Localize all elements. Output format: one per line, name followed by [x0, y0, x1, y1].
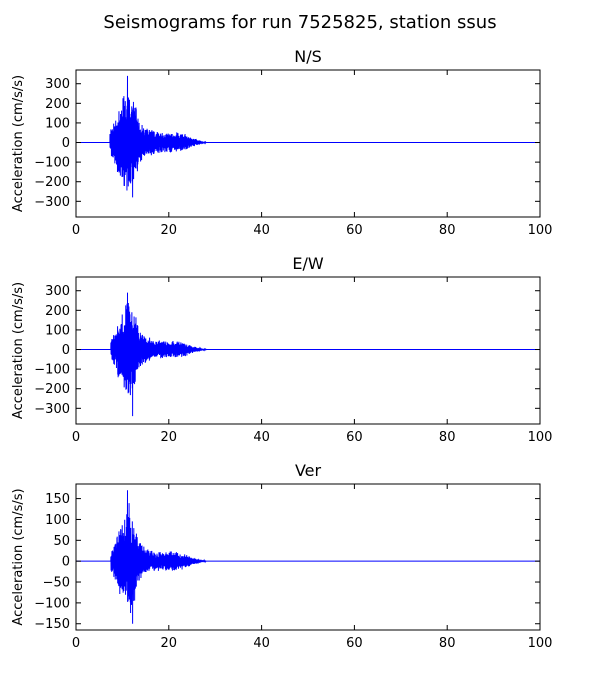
y-tick-label: −300: [34, 402, 70, 417]
panel-title: N/S: [294, 47, 322, 66]
axes-frame: [75, 483, 541, 631]
seismogram-trace: [76, 292, 540, 417]
x-tick-label: 20: [161, 430, 178, 445]
y-tick-label: 100: [45, 116, 70, 131]
y-axis-label: Acceleration (cm/s/s): [11, 282, 26, 419]
x-tick-label: 40: [253, 223, 270, 238]
x-tick-label: 60: [346, 430, 363, 445]
y-tick-label: −100: [34, 156, 70, 171]
panels: N/S Acceleration (cm/s/s) 0 20 40 60 80 100 −300…: [11, 47, 552, 651]
seismogram-trace: [76, 490, 540, 624]
y-tick-label: 50: [53, 534, 70, 549]
y-tick-label: 0: [62, 343, 70, 358]
x-tick-label: 100: [528, 223, 553, 238]
panel-0: N/S Acceleration (cm/s/s) 0 20 40 60 80 100 −300…: [11, 47, 552, 238]
x-tick-label: 80: [439, 430, 456, 445]
x-tick-label: 40: [253, 636, 270, 651]
x-tick-label: 60: [346, 636, 363, 651]
y-tick-label: −150: [34, 617, 70, 632]
x-tick-label: 100: [528, 430, 553, 445]
y-tick-label: 150: [45, 492, 70, 507]
x-tick-label: 60: [346, 223, 363, 238]
y-tick-label: 200: [45, 97, 70, 112]
y-tick-label: 100: [45, 323, 70, 338]
panel-title: E/W: [292, 254, 324, 273]
x-tick-label: 80: [439, 636, 456, 651]
panel-1: E/W Acceleration (cm/s/s) 0 20 40 60 80 100 −300…: [11, 254, 552, 445]
x-tick-label: 20: [161, 223, 178, 238]
seismogram-trace: [76, 75, 540, 198]
y-tick-label: 300: [45, 77, 70, 92]
y-axis-label: Acceleration (cm/s/s): [11, 488, 26, 625]
x-tick-label: 100: [528, 636, 553, 651]
y-tick-label: 300: [45, 284, 70, 299]
x-tick-label: 20: [161, 636, 178, 651]
x-tick-label: 0: [72, 636, 80, 651]
y-tick-label: −300: [34, 195, 70, 210]
y-tick-label: −100: [34, 363, 70, 378]
axes-frame: [75, 69, 541, 218]
y-tick-label: −200: [34, 175, 70, 190]
axes-frame: [75, 276, 541, 425]
y-tick-label: 0: [62, 136, 70, 151]
y-tick-label: 0: [62, 555, 70, 570]
y-axis-label: Acceleration (cm/s/s): [11, 75, 26, 212]
x-tick-label: 80: [439, 223, 456, 238]
y-tick-label: −100: [34, 596, 70, 611]
figure-title: Seismograms for run 7525825, station ssu…: [103, 12, 496, 33]
y-tick-label: −200: [34, 382, 70, 397]
x-tick-label: 0: [72, 430, 80, 445]
x-tick-label: 40: [253, 430, 270, 445]
panel-2: Ver Acceleration (cm/s/s) 0 20 40 60 80 100 −150…: [11, 461, 552, 651]
y-tick-label: 200: [45, 304, 70, 319]
y-tick-label: 100: [45, 513, 70, 528]
y-tick-label: −50: [43, 576, 70, 591]
x-tick-label: 0: [72, 223, 80, 238]
panel-title: Ver: [295, 461, 322, 480]
